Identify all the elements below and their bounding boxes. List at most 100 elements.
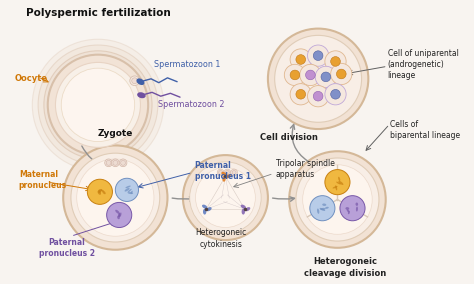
Ellipse shape bbox=[320, 208, 326, 210]
Text: Spermatozoon 1: Spermatozoon 1 bbox=[154, 60, 220, 69]
Text: Cell of uniparental
(androgenetic)
lineage: Cell of uniparental (androgenetic) linea… bbox=[388, 49, 458, 80]
Circle shape bbox=[106, 160, 111, 165]
Circle shape bbox=[290, 84, 311, 105]
Ellipse shape bbox=[348, 211, 350, 214]
Circle shape bbox=[44, 51, 152, 159]
Circle shape bbox=[290, 49, 311, 70]
Circle shape bbox=[71, 153, 160, 242]
Ellipse shape bbox=[137, 92, 146, 98]
Circle shape bbox=[296, 158, 379, 241]
Circle shape bbox=[105, 159, 112, 167]
Ellipse shape bbox=[222, 176, 226, 182]
Circle shape bbox=[325, 51, 346, 72]
Circle shape bbox=[306, 70, 315, 80]
Circle shape bbox=[284, 64, 306, 85]
Ellipse shape bbox=[98, 191, 101, 195]
Text: Cell division: Cell division bbox=[260, 133, 318, 142]
Circle shape bbox=[113, 160, 118, 165]
Text: Maternal
pronucleus: Maternal pronucleus bbox=[19, 170, 67, 190]
Circle shape bbox=[331, 57, 340, 66]
Circle shape bbox=[337, 69, 346, 79]
Ellipse shape bbox=[335, 185, 337, 190]
Ellipse shape bbox=[131, 191, 133, 194]
Circle shape bbox=[308, 45, 329, 66]
Text: Spermatozoon 2: Spermatozoon 2 bbox=[158, 100, 224, 109]
Text: Paternal
pronucleus 2: Paternal pronucleus 2 bbox=[39, 238, 95, 258]
Circle shape bbox=[274, 36, 362, 122]
Circle shape bbox=[325, 84, 346, 105]
Circle shape bbox=[130, 76, 139, 85]
Ellipse shape bbox=[102, 191, 106, 194]
Circle shape bbox=[331, 89, 340, 99]
Circle shape bbox=[296, 89, 306, 99]
Ellipse shape bbox=[117, 216, 120, 219]
Circle shape bbox=[87, 179, 112, 204]
Circle shape bbox=[219, 171, 222, 174]
Circle shape bbox=[231, 169, 237, 176]
Circle shape bbox=[313, 51, 323, 60]
Circle shape bbox=[226, 171, 229, 174]
Circle shape bbox=[217, 169, 224, 176]
Circle shape bbox=[32, 39, 164, 171]
Circle shape bbox=[308, 85, 329, 107]
Ellipse shape bbox=[356, 206, 358, 212]
Text: Paternal
pronucleus 1: Paternal pronucleus 1 bbox=[194, 160, 251, 181]
Circle shape bbox=[296, 55, 306, 64]
Circle shape bbox=[119, 159, 127, 167]
Text: Heterogoneic
cleavage division: Heterogoneic cleavage division bbox=[304, 258, 386, 277]
Circle shape bbox=[321, 72, 331, 82]
Ellipse shape bbox=[99, 190, 101, 193]
Text: Heterogoneic
cytokinesis: Heterogoneic cytokinesis bbox=[195, 229, 246, 248]
Circle shape bbox=[190, 162, 261, 233]
Ellipse shape bbox=[241, 204, 246, 209]
Circle shape bbox=[183, 155, 268, 240]
Ellipse shape bbox=[319, 208, 325, 211]
Ellipse shape bbox=[98, 189, 102, 193]
Circle shape bbox=[38, 45, 158, 165]
Ellipse shape bbox=[221, 172, 227, 176]
Circle shape bbox=[61, 68, 135, 142]
Circle shape bbox=[340, 196, 365, 221]
Circle shape bbox=[107, 202, 132, 227]
Ellipse shape bbox=[242, 209, 245, 215]
Circle shape bbox=[268, 29, 368, 129]
Circle shape bbox=[232, 171, 236, 174]
Ellipse shape bbox=[118, 213, 120, 217]
Ellipse shape bbox=[245, 207, 250, 211]
Ellipse shape bbox=[128, 192, 133, 194]
Ellipse shape bbox=[125, 188, 129, 191]
Ellipse shape bbox=[119, 212, 121, 217]
Text: Cells of
biparental lineage: Cells of biparental lineage bbox=[390, 120, 460, 140]
Circle shape bbox=[290, 70, 300, 80]
Circle shape bbox=[315, 66, 337, 87]
Circle shape bbox=[303, 165, 372, 234]
Circle shape bbox=[195, 168, 255, 227]
Text: Tripolar spindle
apparatus: Tripolar spindle apparatus bbox=[276, 158, 335, 179]
Ellipse shape bbox=[128, 189, 132, 193]
Circle shape bbox=[77, 159, 154, 236]
Ellipse shape bbox=[118, 213, 120, 217]
Text: Zygote: Zygote bbox=[98, 129, 133, 138]
Ellipse shape bbox=[338, 181, 344, 185]
Ellipse shape bbox=[226, 174, 231, 178]
Circle shape bbox=[300, 64, 321, 85]
Circle shape bbox=[55, 62, 140, 147]
Circle shape bbox=[115, 178, 138, 201]
Circle shape bbox=[313, 91, 323, 101]
Circle shape bbox=[48, 55, 148, 155]
Text: Oocyte: Oocyte bbox=[15, 74, 48, 83]
Circle shape bbox=[121, 160, 126, 165]
Ellipse shape bbox=[203, 209, 206, 215]
Ellipse shape bbox=[126, 186, 131, 188]
Circle shape bbox=[289, 151, 386, 248]
Ellipse shape bbox=[346, 210, 349, 212]
Ellipse shape bbox=[325, 207, 329, 209]
Circle shape bbox=[111, 159, 119, 167]
Ellipse shape bbox=[115, 210, 119, 214]
Ellipse shape bbox=[338, 177, 340, 181]
Circle shape bbox=[331, 63, 352, 85]
Circle shape bbox=[63, 145, 167, 250]
Circle shape bbox=[132, 78, 137, 84]
Ellipse shape bbox=[202, 204, 207, 209]
Text: Polyspermic fertilization: Polyspermic fertilization bbox=[26, 8, 170, 18]
